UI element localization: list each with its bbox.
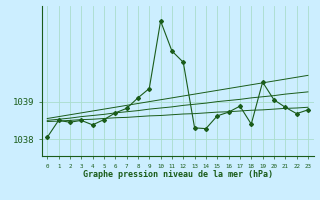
X-axis label: Graphe pression niveau de la mer (hPa): Graphe pression niveau de la mer (hPa) (83, 170, 273, 179)
